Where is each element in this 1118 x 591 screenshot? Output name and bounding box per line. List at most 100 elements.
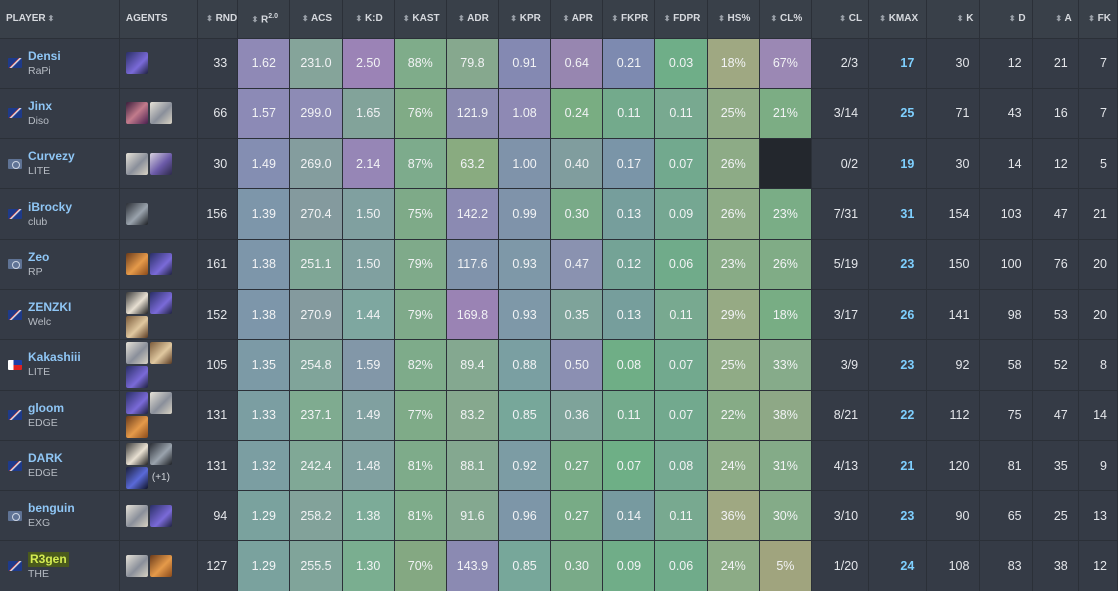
stat-kast-cell: 77% (394, 390, 447, 441)
kills-cell: 150 (926, 239, 981, 290)
stat-apr-cell: 0.50 (550, 339, 604, 391)
col-header-rnd[interactable]: ⬍ RND (197, 0, 239, 39)
deaths-cell: 83 (979, 540, 1033, 591)
clutches-cell: 3/9 (811, 339, 870, 391)
agent-omen-icon (125, 392, 148, 415)
table-row: ZENZKI Welc 152 1.38 270.9 1.44 79% 169.8 0.93 0.… (0, 289, 1118, 341)
player-name-link[interactable]: DARK (28, 451, 63, 466)
col-header-player[interactable]: PLAYER ⬍ (0, 0, 120, 39)
stat-r-cell: 1.49 (237, 138, 291, 190)
assists-cell: 53 (1032, 289, 1079, 341)
kmax-cell: 19 (868, 138, 928, 190)
agents-cell (119, 88, 199, 140)
col-header-kmax[interactable]: ⬍ KMAX (868, 0, 928, 39)
first-kills-cell: 5 (1078, 138, 1118, 190)
deaths-cell: 14 (979, 138, 1033, 190)
stat-r-cell: 1.29 (237, 490, 291, 542)
assists-cell: 12 (1032, 138, 1079, 190)
first-kills-cell: 12 (1078, 540, 1118, 591)
table-body: Densi RaPi 33 1.62 231.0 2.50 88% 79.8 0.91 0.64 0… (0, 38, 1118, 591)
kills-cell: 92 (926, 339, 981, 391)
col-header-d[interactable]: ⬍ D (979, 0, 1033, 39)
col-header-kast[interactable]: ⬍ KAST (394, 0, 447, 39)
sort-arrows-icon: ⬍ (879, 14, 886, 24)
player-name-link[interactable]: iBrocky (28, 199, 73, 214)
player-team: LITE (28, 165, 51, 178)
assists-cell: 38 (1032, 540, 1079, 591)
stat-hs-cell: 26% (707, 138, 760, 190)
col-header-acs[interactable]: ⬍ ACS (289, 0, 343, 39)
kills-cell: 154 (926, 188, 981, 240)
stat-adr-cell: 117.6 (446, 239, 500, 290)
table-row: Zeo RP 161 1.38 251.1 1.50 79% 117.6 0.93 0.47 0.1… (0, 239, 1118, 290)
stat-hs-cell: 25% (707, 339, 760, 391)
stat-fkpr-cell: 0.13 (602, 188, 656, 240)
stat-fdpr-cell: 0.07 (654, 390, 708, 441)
player-team: THE (28, 567, 49, 580)
player-name-link[interactable]: benguin (28, 501, 75, 516)
sort-arrows-icon: ⬍ (47, 14, 55, 24)
col-header-cl[interactable]: ⬍ CL (811, 0, 870, 39)
stat-kd-cell: 1.50 (342, 239, 395, 290)
stat-fkpr-cell: 0.07 (602, 440, 656, 492)
kmax-cell: 23 (868, 239, 928, 290)
player-name-link[interactable]: Kakashiii (28, 350, 81, 365)
agent-gekko-icon (125, 291, 148, 314)
col-header-fkpr[interactable]: ⬍ FKPR (602, 0, 656, 39)
col-header-k[interactable]: ⬍ K (926, 0, 981, 39)
player-cell: Jinx Diso (0, 88, 120, 140)
first-kills-cell: 21 (1078, 188, 1118, 240)
flag-au-icon (8, 460, 22, 471)
rounds-cell: 152 (197, 289, 239, 341)
sort-arrows-icon: ⬍ (562, 14, 570, 24)
player-name-link[interactable]: Curvezy (28, 149, 75, 164)
player-name-link[interactable]: Densi (28, 48, 61, 63)
col-header-fk[interactable]: ⬍ FK (1078, 0, 1118, 39)
stat-fdpr-cell: 0.06 (654, 540, 708, 591)
player-name-link[interactable]: ZENZKI (28, 300, 72, 315)
player-cell: DARK EDGE (0, 440, 120, 492)
col-header-hs[interactable]: ⬍ HS% (707, 0, 760, 39)
flag-eu-icon (8, 510, 22, 521)
col-header-adr[interactable]: ⬍ ADR (446, 0, 500, 39)
deaths-cell: 58 (979, 339, 1033, 391)
kills-cell: 71 (926, 88, 981, 140)
stat-hs-cell: 29% (707, 289, 760, 341)
stat-clp-cell (759, 138, 812, 190)
col-header-fdpr[interactable]: ⬍ FDPR (654, 0, 708, 39)
rounds-cell: 127 (197, 540, 239, 591)
player-name-link[interactable]: Zeo (28, 249, 50, 264)
player-name-link[interactable]: Jinx (28, 98, 53, 113)
col-header-kpr[interactable]: ⬍ KPR (498, 0, 552, 39)
stat-hs-cell: 24% (707, 440, 760, 492)
stat-kpr-cell: 0.85 (498, 540, 552, 591)
first-kills-cell: 13 (1078, 490, 1118, 542)
assists-cell: 16 (1032, 88, 1079, 140)
stat-hs-cell: 23% (707, 239, 760, 290)
kills-cell: 112 (926, 390, 981, 441)
table-row: Kakashiii LITE 105 1.35 254.8 1.59 82% 89.4 0.88… (0, 339, 1118, 391)
sort-arrows-icon: ⬍ (355, 14, 363, 24)
player-name-link[interactable]: gloom (28, 400, 64, 415)
player-name-link[interactable]: R3gen (28, 551, 69, 567)
deaths-cell: 75 (979, 390, 1033, 441)
col-header-apr[interactable]: ⬍ APR (550, 0, 604, 39)
stat-fkpr-cell: 0.14 (602, 490, 656, 542)
col-header-cl-pct[interactable]: ⬍ CL% (759, 0, 812, 39)
kills-cell: 120 (926, 440, 981, 492)
stat-adr-cell: 121.9 (446, 88, 500, 140)
sort-arrows-icon: ⬍ (1055, 14, 1063, 24)
flag-eu-icon (8, 158, 22, 169)
more-agents-count: (+1) (151, 472, 170, 484)
flag-eu-icon (8, 259, 22, 270)
stat-kpr-cell: 0.91 (498, 38, 552, 89)
sort-arrows-icon: ⬍ (1008, 14, 1016, 24)
rounds-cell: 33 (197, 38, 239, 89)
flag-au-icon (8, 108, 22, 119)
col-header-kd[interactable]: ⬍ K:D (342, 0, 395, 39)
stat-kpr-cell: 0.93 (498, 289, 552, 341)
col-header-rating[interactable]: ⬍ R2.0 (237, 0, 291, 39)
stat-r-cell: 1.62 (237, 38, 291, 89)
col-header-a[interactable]: ⬍ A (1032, 0, 1079, 39)
flag-au-icon (8, 561, 22, 572)
